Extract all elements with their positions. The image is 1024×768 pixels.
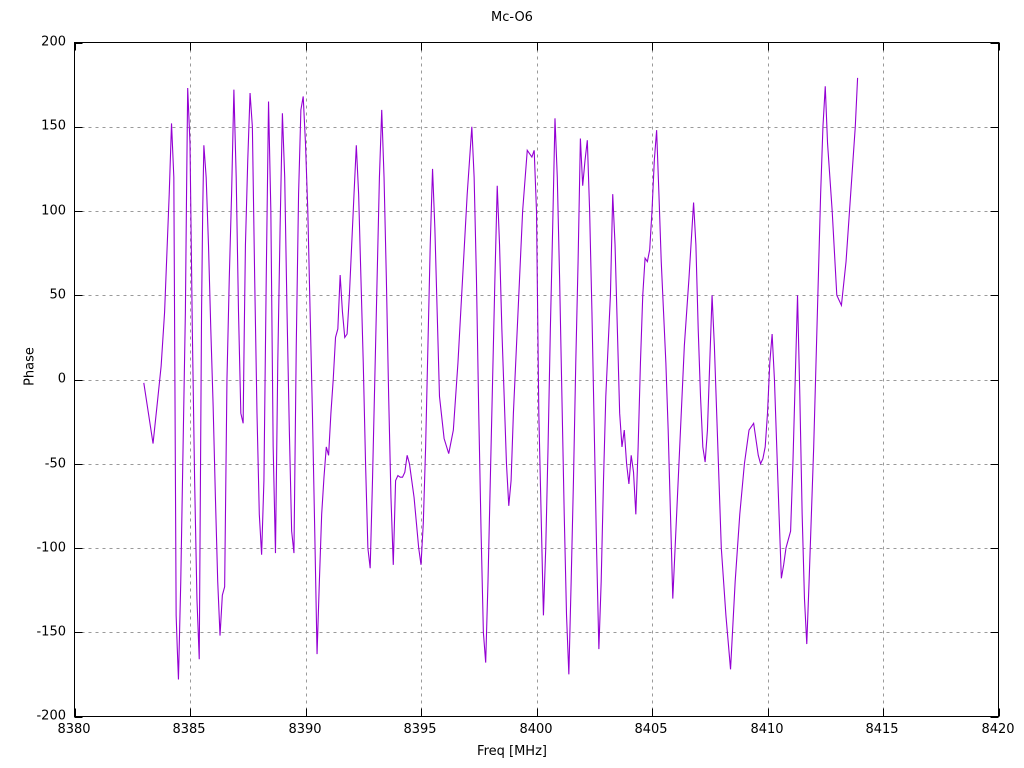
x-tick-label-8390: 8390 (288, 722, 322, 737)
x-tick-label-8385: 8385 (172, 722, 206, 737)
y-tick-label-100: 100 (41, 203, 66, 219)
y-tick-label-200: 200 (41, 34, 66, 50)
x-axis-label: Freq [MHz] (477, 744, 547, 759)
x-tick-label-8405: 8405 (634, 722, 668, 737)
x-tick-label-8415: 8415 (865, 722, 899, 737)
chart-title: Mc-O6 (491, 10, 533, 25)
plot-frame (73, 41, 1000, 718)
y-tick-label-0: 0 (57, 371, 66, 387)
y-tick-label-150: 150 (41, 118, 66, 134)
y-tick-label-neg100: -100 (36, 540, 66, 556)
x-tick-label-8400: 8400 (519, 722, 553, 737)
gridlines (74, 42, 999, 717)
y-tick-label-neg150: -150 (36, 624, 66, 640)
x-tick-label-8395: 8395 (403, 722, 437, 737)
x-tick-label-8380: 8380 (57, 722, 91, 737)
data-series-phase (143, 77, 859, 680)
x-tick-label-8410: 8410 (750, 722, 784, 737)
x-tick-label-8420: 8420 (981, 722, 1015, 737)
axis-ticks (74, 42, 1001, 719)
y-tick-label-group: 200 150 100 50 0 -50 -100 -150 -200 (18, 0, 66, 768)
y-tick-label-neg50: -50 (44, 456, 66, 472)
y-tick-label-neg200: -200 (36, 708, 66, 724)
y-tick-label-50: 50 (49, 287, 66, 303)
